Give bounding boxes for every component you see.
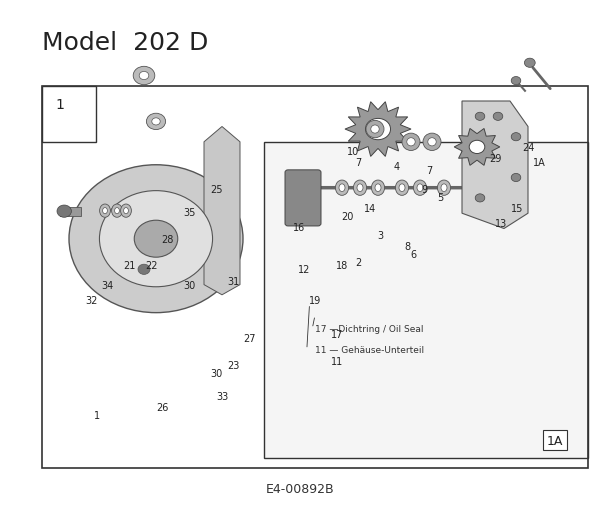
Ellipse shape xyxy=(399,184,405,192)
Ellipse shape xyxy=(103,208,107,214)
Text: 5: 5 xyxy=(437,192,444,202)
Text: 6: 6 xyxy=(410,249,416,260)
Text: 24: 24 xyxy=(522,143,534,153)
Text: 17: 17 xyxy=(331,330,343,340)
Text: 29: 29 xyxy=(489,154,502,164)
Text: 31: 31 xyxy=(227,276,239,286)
Ellipse shape xyxy=(115,208,119,214)
Ellipse shape xyxy=(441,184,447,192)
Text: 2: 2 xyxy=(356,257,362,267)
Circle shape xyxy=(475,113,485,121)
Text: 30: 30 xyxy=(211,368,223,378)
Text: 9: 9 xyxy=(421,185,427,194)
Text: 23: 23 xyxy=(227,360,239,370)
FancyBboxPatch shape xyxy=(264,143,588,458)
Circle shape xyxy=(138,265,150,275)
Polygon shape xyxy=(454,129,500,166)
Circle shape xyxy=(100,191,212,287)
Ellipse shape xyxy=(339,184,345,192)
Text: 1A: 1A xyxy=(532,158,545,168)
Circle shape xyxy=(511,77,521,86)
Circle shape xyxy=(469,141,485,154)
Circle shape xyxy=(524,59,535,68)
FancyBboxPatch shape xyxy=(42,87,96,143)
Text: 14: 14 xyxy=(364,204,376,214)
Text: 35: 35 xyxy=(183,208,196,217)
Ellipse shape xyxy=(423,134,441,151)
Ellipse shape xyxy=(402,134,420,151)
Ellipse shape xyxy=(353,181,367,196)
Ellipse shape xyxy=(357,184,363,192)
Text: 3: 3 xyxy=(377,231,383,240)
Text: 30: 30 xyxy=(183,280,196,290)
Text: 12: 12 xyxy=(298,265,310,275)
Text: Model  202 D: Model 202 D xyxy=(42,31,208,54)
Ellipse shape xyxy=(375,184,381,192)
Polygon shape xyxy=(345,102,411,157)
Circle shape xyxy=(511,174,521,182)
Circle shape xyxy=(152,119,160,126)
Circle shape xyxy=(493,113,503,121)
Text: 1: 1 xyxy=(55,97,64,111)
Text: 10: 10 xyxy=(347,147,359,156)
Circle shape xyxy=(57,206,71,218)
Ellipse shape xyxy=(417,184,423,192)
Text: E4-00892B: E4-00892B xyxy=(266,482,334,495)
Text: 11: 11 xyxy=(331,356,343,366)
Text: 15: 15 xyxy=(511,204,523,214)
Circle shape xyxy=(134,221,178,258)
Text: 26: 26 xyxy=(156,402,169,412)
Text: 22: 22 xyxy=(145,261,157,271)
Text: 33: 33 xyxy=(216,391,229,401)
FancyBboxPatch shape xyxy=(285,171,321,227)
Ellipse shape xyxy=(121,205,131,218)
Text: 16: 16 xyxy=(292,223,305,233)
Ellipse shape xyxy=(112,205,122,218)
Circle shape xyxy=(511,133,521,142)
Ellipse shape xyxy=(124,208,128,214)
Ellipse shape xyxy=(395,181,409,196)
Text: 8: 8 xyxy=(405,242,411,252)
FancyBboxPatch shape xyxy=(60,207,81,216)
Circle shape xyxy=(365,119,391,140)
Ellipse shape xyxy=(437,181,451,196)
Text: 32: 32 xyxy=(85,295,97,305)
Circle shape xyxy=(139,72,149,80)
Circle shape xyxy=(146,114,166,130)
Text: 1A: 1A xyxy=(547,434,563,447)
Ellipse shape xyxy=(371,126,379,134)
Text: 25: 25 xyxy=(211,185,223,194)
Text: 27: 27 xyxy=(243,333,256,344)
Circle shape xyxy=(133,67,155,86)
Text: 18: 18 xyxy=(336,261,349,271)
Polygon shape xyxy=(462,102,528,229)
Ellipse shape xyxy=(371,181,385,196)
Text: 7: 7 xyxy=(427,165,433,176)
Text: 1: 1 xyxy=(94,410,100,420)
Ellipse shape xyxy=(335,181,349,196)
Text: 7: 7 xyxy=(356,158,362,168)
Text: 11 — Gehäuse-Unterteil: 11 — Gehäuse-Unterteil xyxy=(315,346,424,354)
Text: 21: 21 xyxy=(123,261,136,271)
Ellipse shape xyxy=(407,138,415,147)
Text: 17 —Dichtring / Oil Seal: 17 —Dichtring / Oil Seal xyxy=(315,324,424,333)
Text: 34: 34 xyxy=(101,280,113,290)
Ellipse shape xyxy=(413,181,427,196)
Circle shape xyxy=(69,165,243,313)
Circle shape xyxy=(475,194,485,203)
Ellipse shape xyxy=(366,121,384,138)
Ellipse shape xyxy=(428,138,436,147)
Ellipse shape xyxy=(100,205,110,218)
Text: 20: 20 xyxy=(341,211,354,221)
Text: 19: 19 xyxy=(309,295,321,305)
Text: 13: 13 xyxy=(494,219,507,229)
Polygon shape xyxy=(204,127,240,295)
Text: 28: 28 xyxy=(161,234,174,244)
Text: 4: 4 xyxy=(394,162,400,172)
